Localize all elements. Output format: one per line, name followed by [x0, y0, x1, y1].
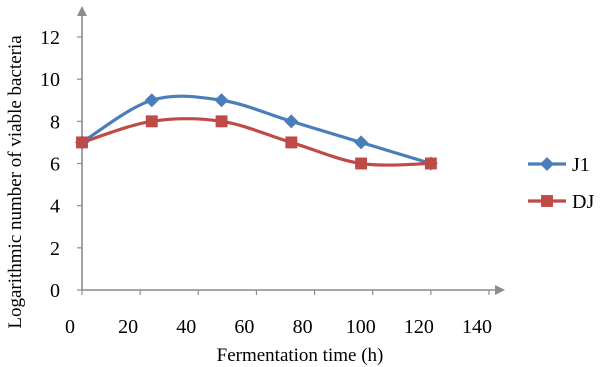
legend: J1 DJ: [528, 154, 594, 213]
y-tick-label: 0: [50, 280, 60, 302]
series-line-j1: [81, 94, 432, 166]
x-axis-arrow: [495, 285, 505, 295]
y-axis-ticks: 0 2 4 6 8 10 12: [40, 27, 82, 302]
y-tick-label: 6: [50, 154, 60, 176]
x-tick-label: 40: [176, 316, 196, 338]
y-tick-label: 12: [40, 27, 60, 49]
series-line-dj: [81, 117, 431, 167]
y-tick-label: 10: [40, 69, 60, 91]
y-tick-label: 4: [50, 196, 60, 218]
x-tick-label: 80: [293, 316, 313, 338]
x-axis-ticks: 0 20 40 60 80 100 120 140: [65, 290, 492, 338]
x-tick-label: 120: [404, 316, 434, 338]
x-axis-title: Fermentation time (h): [217, 345, 384, 366]
data-point-j1: [214, 93, 229, 108]
x-tick-label: 140: [462, 316, 492, 338]
x-tick-label: 100: [346, 316, 376, 338]
series-layer: [75, 93, 438, 171]
data-point-dj: [355, 157, 368, 170]
data-point-dj: [424, 157, 437, 170]
y-tick-label: 8: [50, 111, 60, 133]
legend-marker-dj: [541, 195, 553, 207]
data-point-j1: [354, 135, 369, 150]
y-axis-arrow: [77, 6, 87, 16]
data-point-dj: [145, 115, 158, 128]
x-tick-label: 60: [234, 316, 254, 338]
legend-marker-j1: [540, 157, 554, 171]
series-dj: [76, 115, 437, 170]
x-tick-label: 0: [65, 316, 75, 338]
data-point-j1: [284, 114, 299, 129]
axes: [77, 6, 505, 295]
data-point-dj: [215, 115, 228, 128]
y-tick-label: 2: [50, 238, 60, 260]
x-tick-label: 20: [118, 316, 138, 338]
data-point-j1: [144, 93, 159, 108]
legend-item-j1: J1: [528, 154, 590, 176]
legend-item-dj: DJ: [528, 191, 594, 213]
data-point-dj: [76, 136, 88, 149]
y-axis-title: Logarithmic number of viable bacteria: [5, 35, 26, 329]
data-point-dj: [285, 136, 298, 149]
legend-label-dj: DJ: [572, 191, 594, 213]
legend-label-j1: J1: [572, 154, 590, 176]
